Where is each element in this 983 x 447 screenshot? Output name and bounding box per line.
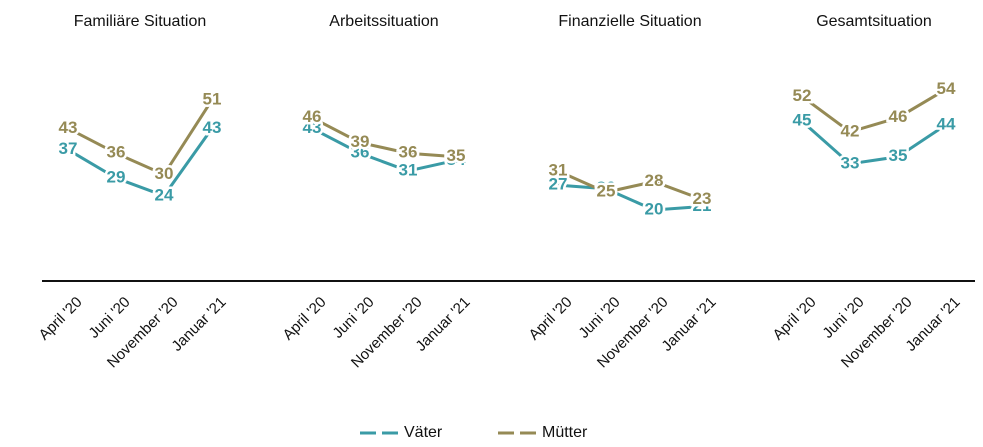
data-label: 25 (597, 182, 616, 201)
data-label: 36 (399, 143, 418, 162)
panel-title: Gesamtsituation (816, 13, 932, 30)
panel-title: Arbeitssituation (329, 13, 438, 30)
panel-title: Familiäre Situation (74, 13, 207, 30)
data-label: 23 (693, 189, 712, 208)
x-tick-label: Juni '20 (329, 294, 377, 342)
data-label: 36 (351, 143, 370, 162)
series-line (801, 88, 947, 134)
data-label: 36 (107, 143, 126, 162)
x-tick-label: Juni '20 (85, 294, 133, 342)
data-label: 31 (549, 160, 568, 179)
data-label: 26 (597, 178, 616, 197)
data-label: 42 (841, 121, 860, 140)
legend-label: Väter (404, 424, 443, 441)
data-label: 43 (203, 118, 222, 137)
data-label: 43 (59, 118, 78, 137)
series-line (801, 120, 947, 166)
data-label: 35 (889, 146, 908, 165)
x-tick-label: April '20 (280, 294, 330, 344)
data-label: 35 (447, 146, 466, 165)
data-label: 28 (645, 171, 664, 190)
data-label: 30 (155, 164, 174, 183)
data-label: 33 (841, 153, 860, 172)
data-label: 20 (645, 199, 664, 218)
series-line (311, 127, 457, 173)
data-label: 24 (155, 185, 174, 204)
data-label: 34 (447, 150, 466, 169)
data-label: 21 (693, 196, 712, 215)
legend-label: Mütter (542, 424, 588, 441)
x-tick-label: Juni '20 (819, 294, 867, 342)
series-line (67, 127, 214, 198)
data-label: 46 (889, 107, 908, 126)
data-label: 29 (107, 168, 126, 187)
x-tick-label: April '20 (526, 294, 576, 344)
data-label: 43 (303, 118, 322, 137)
data-label: 31 (399, 160, 418, 179)
data-label: 54 (937, 79, 956, 98)
data-label: 39 (351, 132, 370, 151)
data-label: 44 (937, 114, 956, 133)
series-line (557, 183, 703, 212)
data-label: 37 (59, 139, 78, 158)
series-line (67, 99, 214, 177)
x-tick-label: April '20 (36, 294, 86, 344)
x-tick-label: Juni '20 (575, 294, 623, 342)
x-tick-label: April '20 (770, 294, 820, 344)
series-line (311, 116, 457, 159)
data-label: 45 (793, 111, 812, 130)
panel-title: Finanzielle Situation (558, 13, 701, 30)
data-label: 27 (549, 175, 568, 194)
data-label: 46 (303, 107, 322, 126)
data-label: 51 (203, 89, 222, 108)
series-line (557, 169, 703, 201)
data-label: 52 (793, 86, 812, 105)
